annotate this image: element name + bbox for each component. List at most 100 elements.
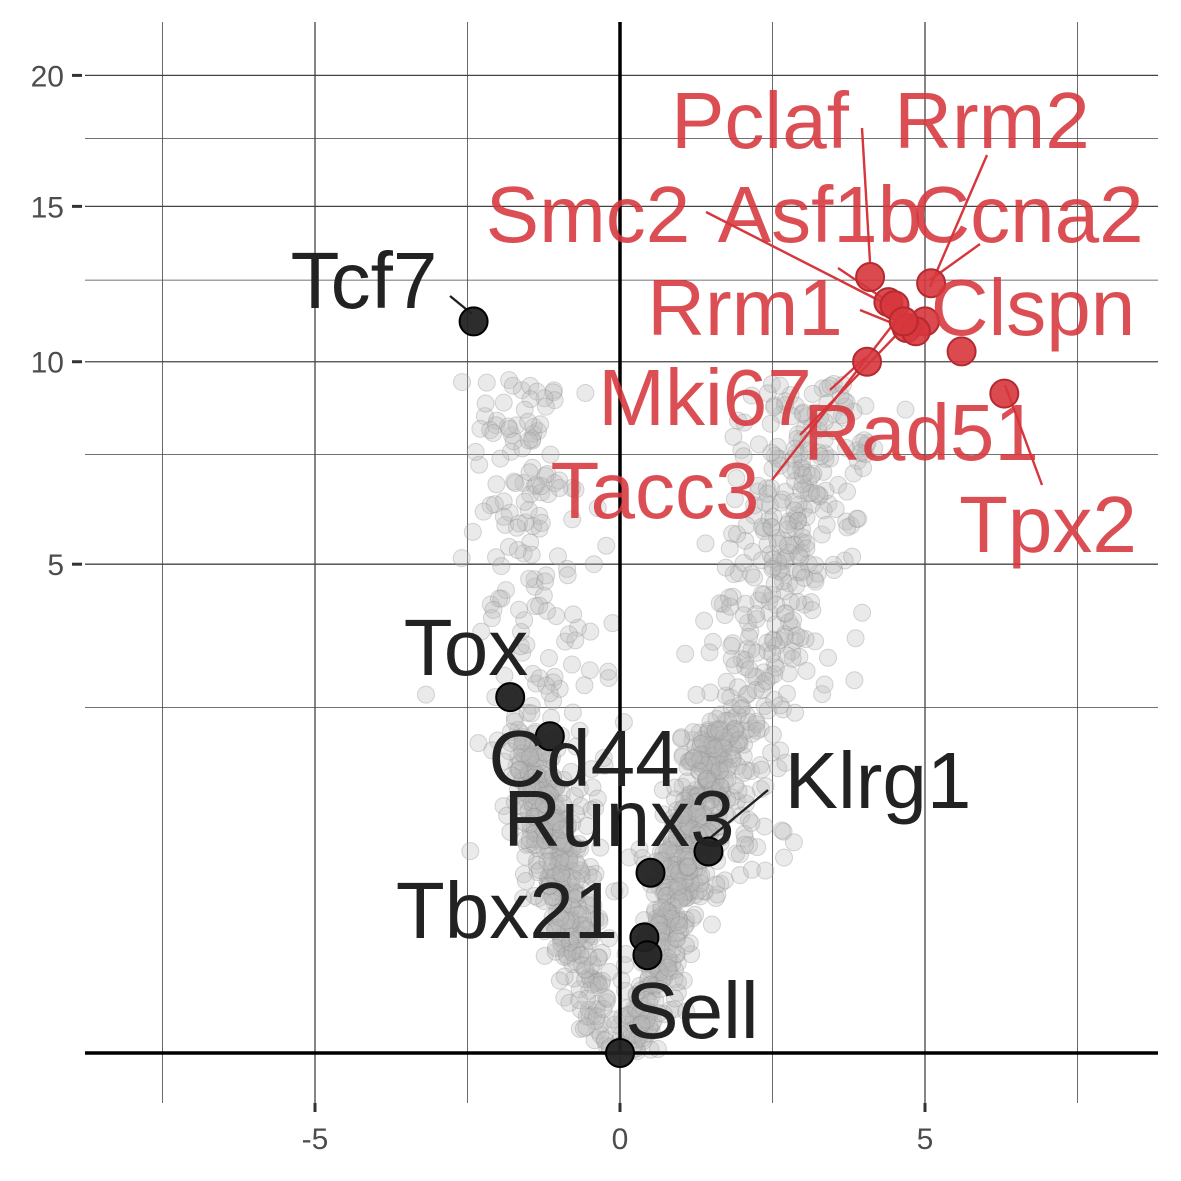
background-point — [793, 528, 812, 547]
background-point — [684, 748, 703, 767]
background-point — [799, 484, 818, 503]
background-point — [712, 792, 731, 811]
background-point — [546, 862, 565, 881]
background-point — [835, 408, 854, 427]
background-point — [734, 447, 753, 466]
background-point — [515, 799, 534, 818]
background-point — [736, 794, 755, 813]
background-point — [584, 555, 603, 574]
background-point — [552, 813, 571, 832]
background-point — [681, 874, 700, 893]
background-point — [657, 842, 676, 861]
background-point — [538, 876, 557, 895]
background-point — [632, 1014, 651, 1033]
background-point — [521, 376, 540, 395]
background-point — [545, 792, 564, 811]
background-point — [699, 722, 718, 741]
background-point — [687, 804, 706, 823]
background-point — [534, 778, 553, 797]
background-point — [787, 626, 806, 645]
background-point — [533, 769, 552, 788]
background-point — [679, 808, 698, 827]
background-point — [736, 658, 755, 677]
background-point — [546, 942, 565, 961]
background-point — [577, 1017, 596, 1036]
background-point — [542, 808, 561, 827]
background-point — [513, 812, 532, 831]
background-point — [632, 981, 651, 1000]
background-point — [707, 875, 726, 894]
background-point — [690, 740, 709, 759]
background-point — [678, 798, 697, 817]
background-point — [471, 419, 490, 438]
background-point — [649, 1004, 668, 1023]
background-point — [673, 747, 692, 766]
background-point — [541, 785, 560, 804]
background-point — [659, 958, 678, 977]
background-point — [549, 808, 568, 827]
background-point — [526, 830, 545, 849]
background-point — [563, 839, 582, 858]
background-point — [536, 572, 555, 591]
background-point — [530, 506, 549, 525]
background-point — [661, 836, 680, 855]
background-point — [531, 415, 550, 434]
background-point — [555, 988, 574, 1007]
background-point — [550, 914, 569, 933]
background-point — [513, 643, 532, 662]
background-point — [573, 924, 592, 943]
background-point — [572, 905, 591, 924]
background-point — [776, 482, 795, 501]
background-point — [584, 868, 603, 887]
background-point — [523, 664, 542, 683]
gene-label-tacc3: Tacc3 — [551, 446, 760, 535]
background-point — [548, 871, 567, 890]
background-point — [588, 971, 607, 990]
background-point — [701, 752, 720, 771]
background-point — [686, 799, 705, 818]
background-point — [766, 658, 785, 677]
background-point — [494, 393, 513, 412]
background-point — [667, 905, 686, 924]
background-point — [760, 510, 779, 529]
background-point — [758, 633, 777, 652]
background-point — [701, 736, 720, 755]
background-point — [492, 557, 511, 576]
background-point — [624, 1010, 643, 1029]
background-point — [854, 459, 873, 478]
background-point — [550, 679, 569, 698]
background-point — [755, 817, 774, 836]
background-point — [802, 593, 821, 612]
background-point — [592, 975, 611, 994]
background-point — [505, 712, 524, 731]
background-point — [792, 481, 811, 500]
background-point — [552, 864, 571, 883]
background-point — [530, 669, 549, 688]
background-point — [754, 674, 773, 693]
background-point — [661, 909, 680, 928]
background-point — [760, 603, 779, 622]
background-point — [799, 554, 818, 573]
background-point — [836, 438, 855, 457]
background-point — [673, 799, 692, 818]
background-point — [674, 971, 693, 990]
background-point — [452, 549, 471, 568]
background-point — [665, 844, 684, 863]
background-point — [730, 733, 749, 752]
background-point — [843, 547, 862, 566]
background-point — [564, 605, 583, 624]
background-point — [781, 592, 800, 611]
background-point — [779, 536, 798, 555]
background-point — [716, 558, 735, 577]
background-point — [531, 794, 550, 813]
background-point — [566, 915, 585, 934]
background-point — [785, 501, 804, 520]
background-point — [560, 993, 579, 1012]
background-point — [502, 426, 521, 445]
background-point — [567, 853, 586, 872]
x-tick-label: 0 — [612, 1123, 629, 1156]
background-point — [722, 699, 741, 718]
background-point — [826, 500, 845, 519]
background-point — [517, 791, 536, 810]
background-point — [696, 785, 715, 804]
